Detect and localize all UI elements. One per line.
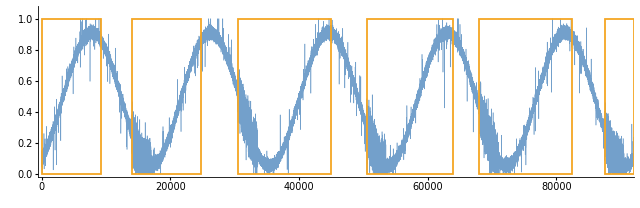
- Bar: [132, 19, 201, 174]
- Bar: [238, 19, 331, 174]
- Bar: [367, 19, 453, 174]
- Bar: [479, 19, 572, 174]
- Bar: [42, 19, 101, 174]
- Bar: [605, 19, 634, 174]
